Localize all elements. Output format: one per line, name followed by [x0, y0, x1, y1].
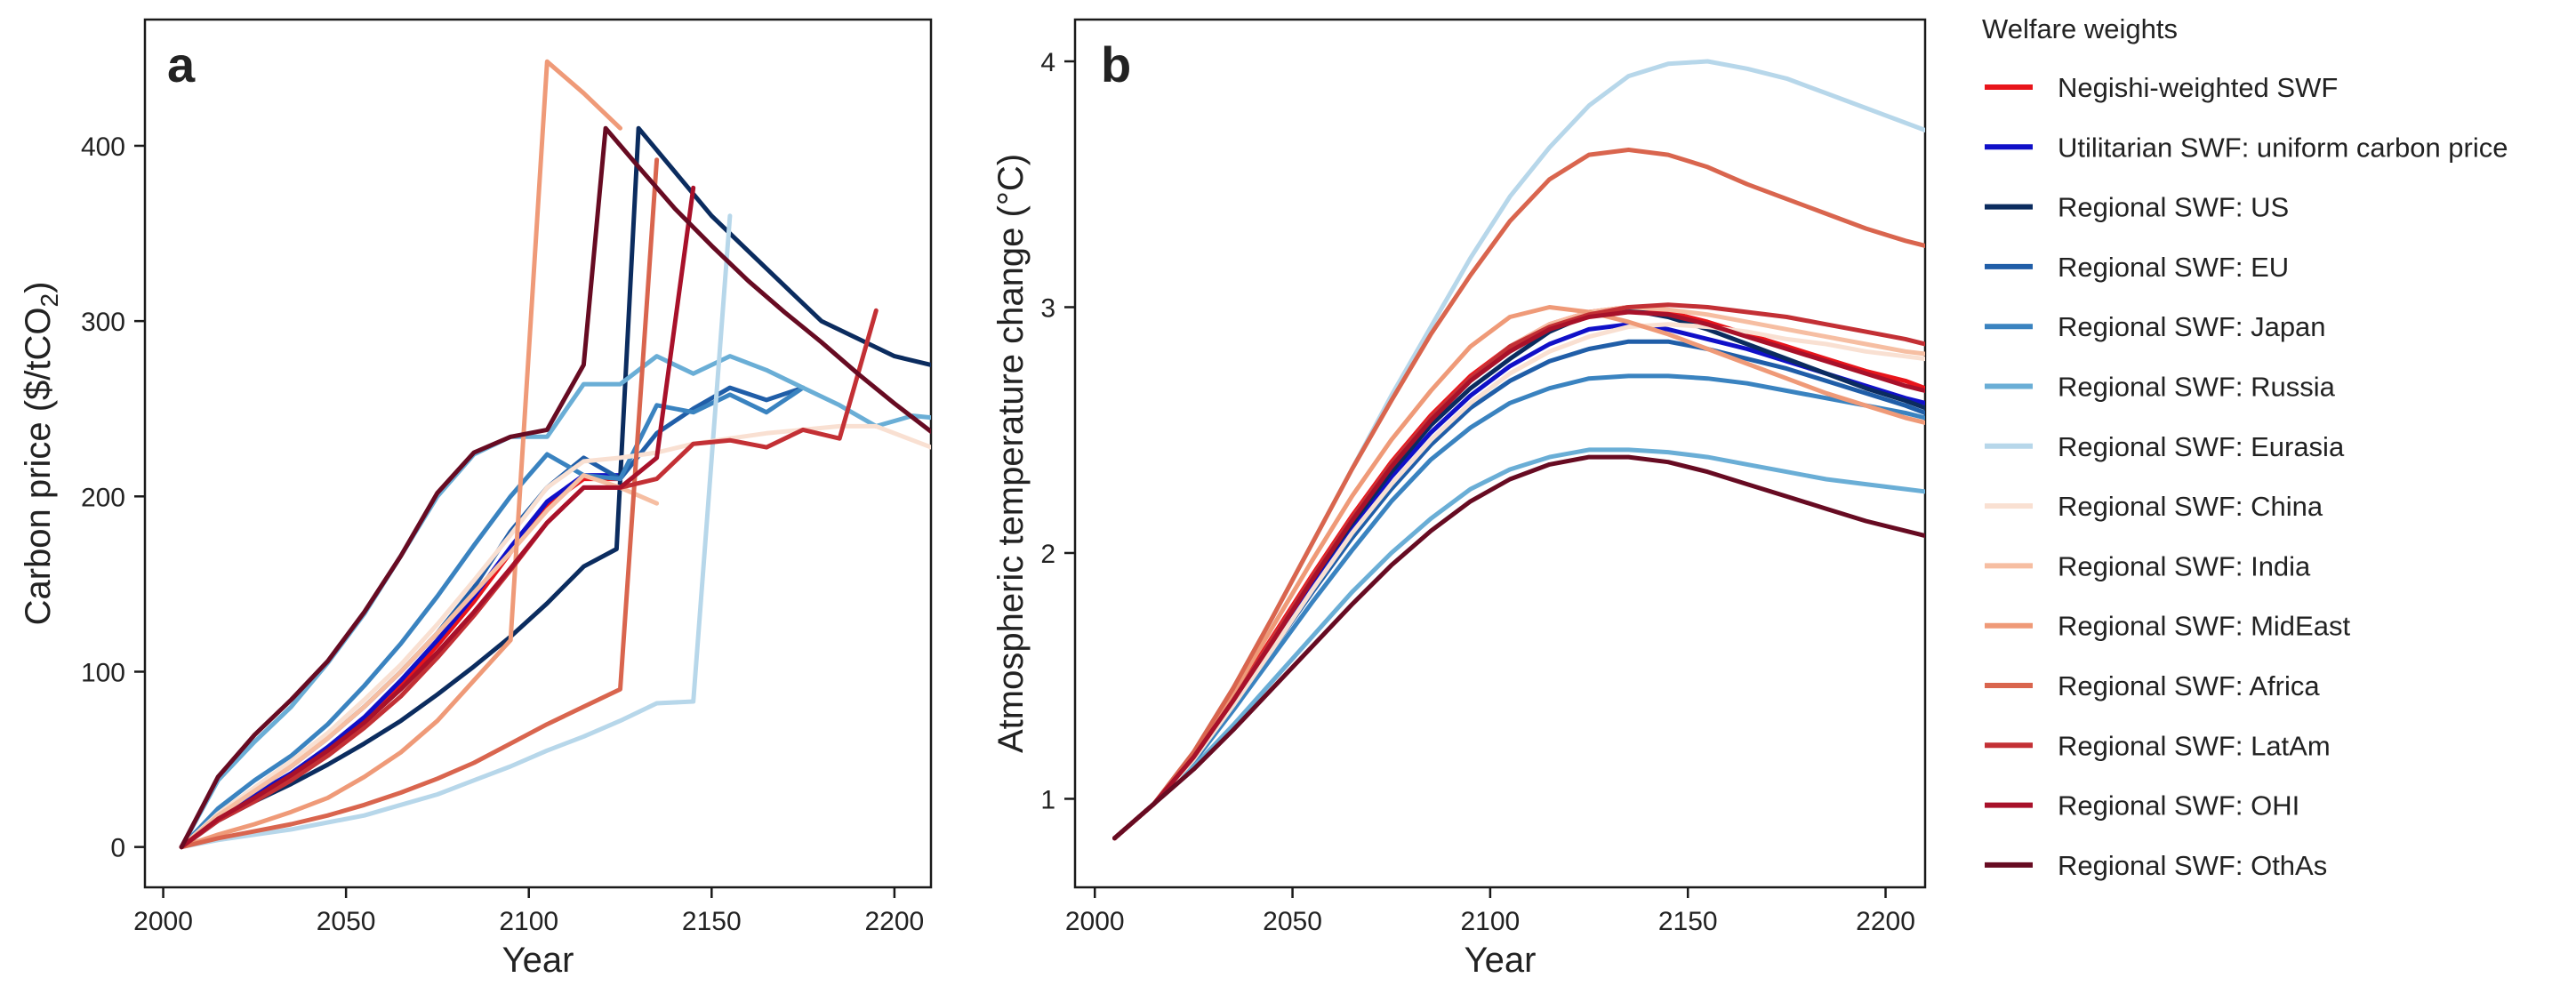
legend-item-regional-swf-africa: Regional SWF: Africa: [1985, 670, 2320, 701]
legend-item-utilitarian-swf-uniform-carbon-price: Utilitarian SWF: uniform carbon price: [1985, 132, 2508, 163]
panel-b-x-axis-label: Year: [1465, 941, 1537, 980]
panel-b-y-tick-label: 1: [1040, 785, 1055, 814]
legend-label: Regional SWF: Eurasia: [2058, 431, 2345, 462]
panel-b-x-tick-label: 2150: [1658, 907, 1718, 936]
panel-a-series-line-utilitarian-swf-uniform-carbon-price: [179, 473, 622, 850]
panel-a-series-line-regional-swf-mideast: [179, 59, 622, 850]
panel-a-series-line-regional-swf-japan: [179, 385, 806, 850]
panel-a-x-axis-label: Year: [502, 941, 574, 980]
legend-item-regional-swf-india: Regional SWF: India: [1985, 550, 2311, 581]
panel-b-y-axis-label: Atmospheric temperature change (°C): [991, 154, 1031, 753]
legend-label: Regional SWF: EU: [2058, 252, 2289, 283]
panel-a-x-ticks: 2000 2050 2100 2150 2200: [133, 887, 924, 936]
panel-a-y-tick-label: 300: [81, 308, 125, 337]
panel-a-series-line-regional-swf-eurasia: [179, 213, 733, 850]
panel-b-series-line-regional-swf-africa: [1112, 148, 1925, 841]
panel-a-y-ticks: 0 100 200 300 400: [81, 132, 145, 863]
panel-a-y-axis-label: Carbon price ($/tCO2): [19, 282, 63, 626]
legend-label: Regional SWF: Japan: [2058, 311, 2326, 342]
panel-a-y-tick-label: 0: [110, 834, 125, 863]
legend-label: Regional SWF: Russia: [2058, 372, 2336, 403]
legend-item-regional-swf-latam: Regional SWF: LatAm: [1985, 730, 2331, 761]
legend-item-regional-swf-ohi: Regional SWF: OHI: [1985, 790, 2299, 822]
legend-label: Regional SWF: MidEast: [2058, 611, 2350, 642]
panel-a-y-axis-label-sub: 2: [36, 293, 63, 308]
panel-b-series-line-regional-swf-us: [1112, 307, 1925, 841]
panel-a-series-line-regional-swf-russia: [179, 354, 931, 850]
panel-a-series-line-regional-swf-othas: [179, 125, 931, 850]
legend: Welfare weights Negishi-weighted SWF Util…: [1982, 13, 2508, 881]
panel-b-x-tick-label: 2000: [1065, 907, 1125, 936]
panel-a-series-line-regional-swf-africa: [179, 157, 660, 850]
panel-a-x-tick-label: 2200: [865, 907, 925, 936]
panel-a-y-tick-label: 200: [81, 483, 125, 512]
panel-b-series-line-regional-swf-russia: [1112, 447, 1925, 841]
panel-b-chart: 2000 2050 2100 2150 2200 1 2 3 4 b Year Atmosph…: [991, 18, 1927, 980]
panel-a-series-line-regional-swf-china: [179, 423, 931, 850]
panel-a-series-line-regional-swf-us: [179, 125, 931, 850]
panel-b-series-line-regional-swf-china: [1112, 322, 1925, 841]
legend-label: Regional SWF: India: [2058, 550, 2311, 581]
panel-b-y-ticks: 1 2 3 4: [1040, 48, 1075, 814]
panel-b-series-line-regional-swf-ohi: [1112, 309, 1925, 841]
legend-label: Regional SWF: US: [2058, 192, 2289, 223]
legend-item-regional-swf-eu: Regional SWF: EU: [1985, 252, 2289, 283]
panel-b-plot-frame: [1073, 18, 1927, 889]
panel-b-x-tick-label: 2200: [1856, 907, 1915, 936]
panel-a-letter: a: [167, 36, 196, 92]
legend-item-regional-swf-china: Regional SWF: China: [1985, 491, 2323, 522]
panel-b-y-tick-label: 3: [1040, 293, 1055, 323]
panel-a-x-tick-label: 2000: [133, 907, 193, 936]
legend-item-regional-swf-othas: Regional SWF: OthAs: [1985, 850, 2327, 881]
panel-b-x-tick-label: 2050: [1263, 907, 1322, 936]
panel-b-y-tick-label: 4: [1040, 48, 1055, 77]
legend-items: Negishi-weighted SWF Utilitarian SWF: uni…: [1985, 72, 2508, 881]
panel-a-chart: 2000 2050 2100 2150 2200 0 100 200 300 400 a Yea…: [19, 18, 933, 980]
panel-a-y-tick-label: 400: [81, 132, 125, 162]
legend-item-regional-swf-eurasia: Regional SWF: Eurasia: [1985, 431, 2345, 462]
panel-a-y-tick-label: 100: [81, 658, 125, 687]
legend-item-regional-swf-mideast: Regional SWF: MidEast: [1985, 611, 2350, 642]
legend-item-negishi-weighted-swf: Negishi-weighted SWF: [1985, 72, 2338, 103]
panel-b-y-tick-label: 2: [1040, 540, 1055, 569]
panel-b-letter: b: [1101, 36, 1131, 92]
panel-a-x-tick-label: 2150: [682, 907, 742, 936]
legend-label: Regional SWF: LatAm: [2058, 730, 2331, 761]
legend-label: Regional SWF: OHI: [2058, 790, 2299, 822]
legend-label: Utilitarian SWF: uniform carbon price: [2058, 132, 2508, 163]
panel-b-series-line-regional-swf-eu: [1112, 339, 1925, 841]
panel-a-x-tick-label: 2050: [317, 907, 376, 936]
panel-a-series-group: [179, 59, 931, 850]
panel-a-y-axis-label-end: ): [19, 282, 58, 293]
panel-a-y-axis-label-main: Carbon price ($/tCO: [19, 307, 58, 625]
panel-b-x-ticks: 2000 2050 2100 2150 2200: [1065, 887, 1915, 936]
panel-a-x-tick-label: 2100: [499, 907, 558, 936]
legend-item-regional-swf-us: Regional SWF: US: [1985, 192, 2289, 223]
panel-b-series-line-regional-swf-othas: [1112, 454, 1925, 841]
panel-b-x-tick-label: 2100: [1461, 907, 1521, 936]
panel-b-series-line-regional-swf-japan: [1112, 373, 1925, 841]
panel-a-series-line-regional-swf-india: [179, 473, 660, 850]
legend-item-regional-swf-japan: Regional SWF: Japan: [1985, 311, 2326, 342]
legend-label: Regional SWF: China: [2058, 491, 2323, 522]
panel-b-series-line-regional-swf-mideast: [1112, 305, 1925, 841]
panel-a-plot-frame: [143, 18, 933, 889]
legend-label: Regional SWF: Africa: [2058, 670, 2320, 701]
legend-title: Welfare weights: [1982, 13, 2178, 44]
legend-label: Negishi-weighted SWF: [2058, 72, 2338, 103]
legend-item-regional-swf-russia: Regional SWF: Russia: [1985, 372, 2336, 403]
panel-b-series-group: [1112, 59, 1925, 841]
panel-a-series-line-regional-swf-ohi: [179, 185, 696, 850]
legend-label: Regional SWF: OthAs: [2058, 850, 2327, 881]
